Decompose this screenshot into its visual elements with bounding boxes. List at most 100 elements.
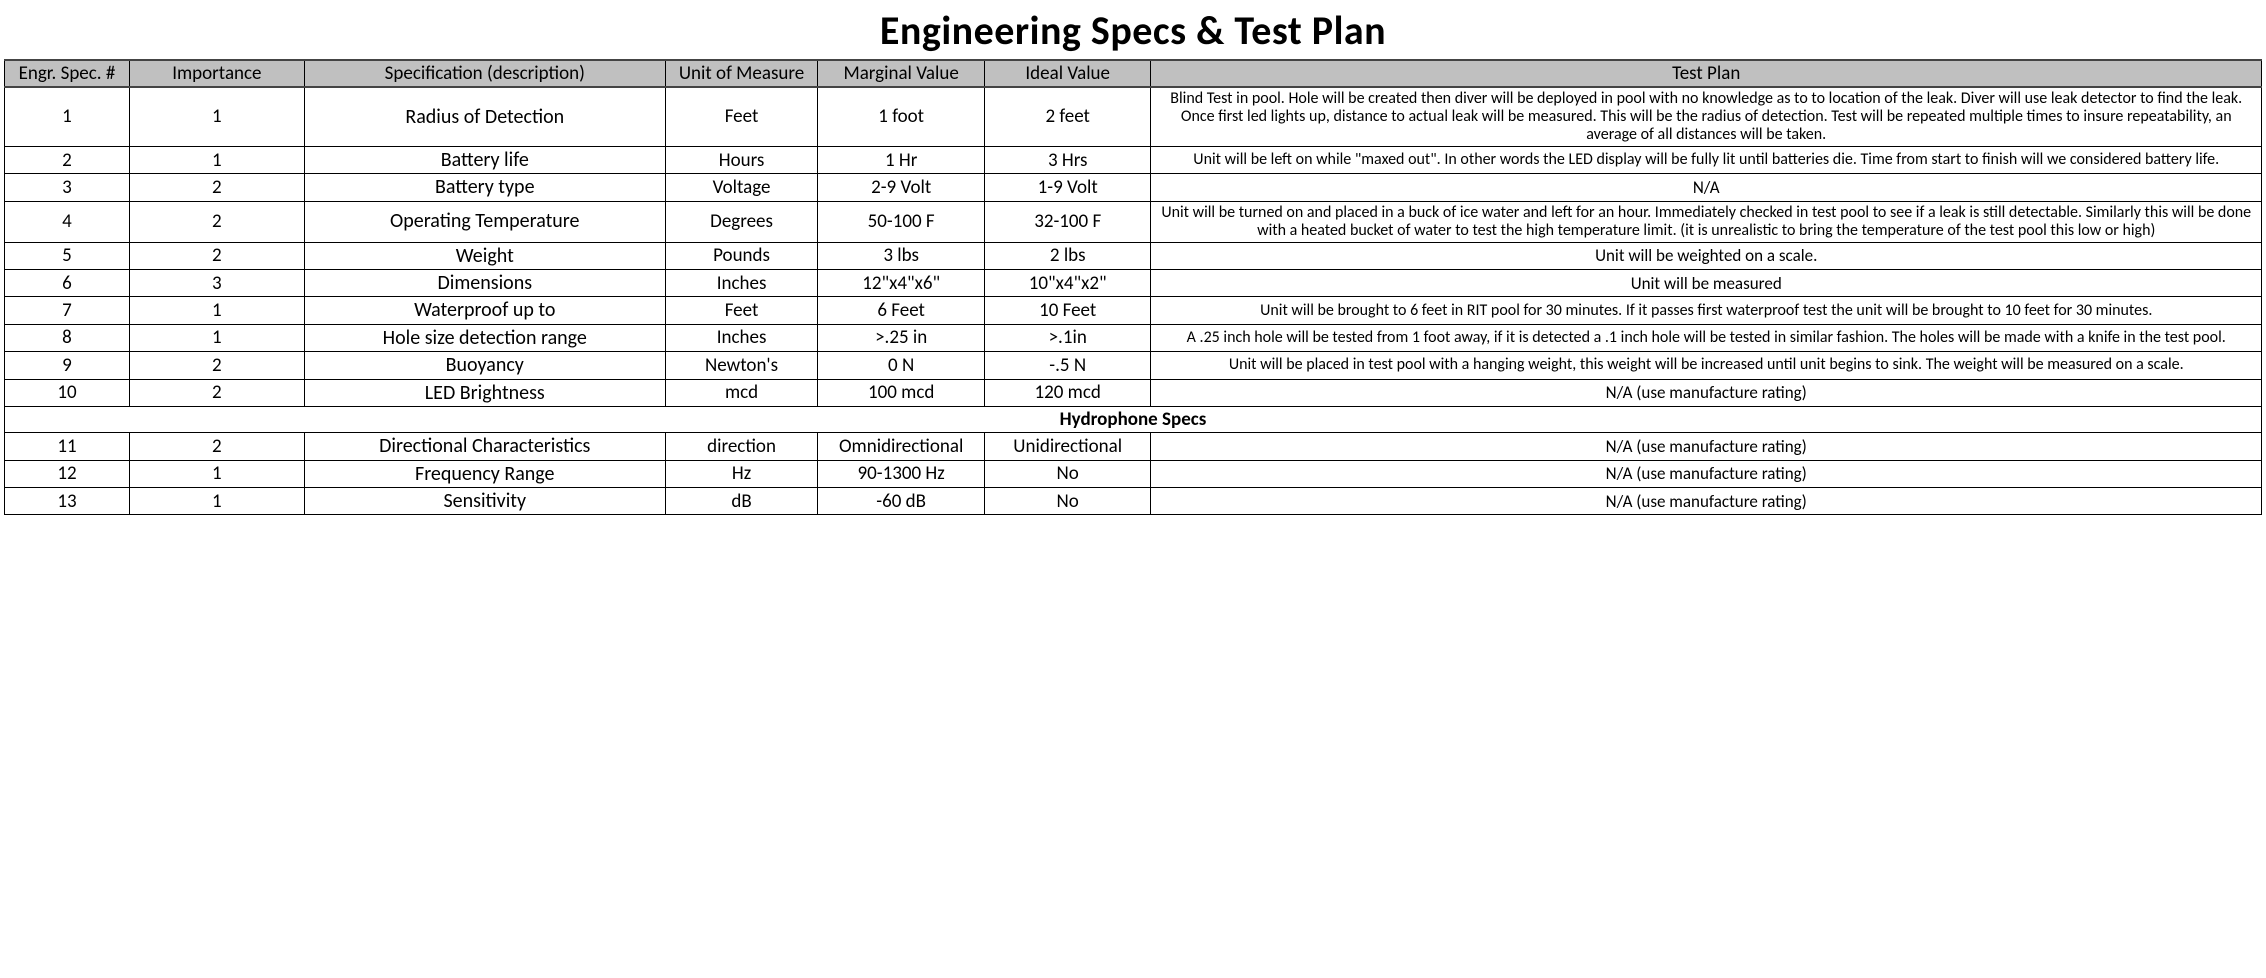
unit: Hz [665, 460, 818, 487]
spec-num: 7 [5, 297, 130, 324]
unit: Newton's [665, 352, 818, 379]
test-plan: Unit will be measured [1151, 269, 2262, 296]
section-header: Hydrophone Specs [5, 406, 2262, 432]
ideal: 32-100 F [984, 201, 1151, 242]
test-plan: Unit will be turned on and placed in a b… [1151, 201, 2262, 242]
table-row: 131SensitivitydB-60 dBNoN/A (use manufac… [5, 487, 2262, 514]
unit: dB [665, 487, 818, 514]
unit: direction [665, 433, 818, 460]
test-plan: N/A (use manufacture rating) [1151, 460, 2262, 487]
spec-num: 5 [5, 242, 130, 269]
table-row: 42Operating TemperatureDegrees50-100 F32… [5, 201, 2262, 242]
table-row: 121Frequency RangeHz90-1300 HzNoN/A (use… [5, 460, 2262, 487]
specification: Hole size detection range [304, 324, 665, 351]
ideal: 10"x4"x2" [984, 269, 1151, 296]
specification: Directional Characteristics [304, 433, 665, 460]
table-row: 92BuoyancyNewton's0 N-.5 NUnit will be p… [5, 352, 2262, 379]
unit: Degrees [665, 201, 818, 242]
table-row: 32Battery typeVoltage2-9 Volt1-9 VoltN/A [5, 174, 2262, 201]
specification: Waterproof up to [304, 297, 665, 324]
ideal: Unidirectional [984, 433, 1151, 460]
marginal: 3 lbs [818, 242, 985, 269]
importance: 1 [129, 487, 304, 514]
marginal: 1 foot [818, 87, 985, 146]
test-plan: Unit will be brought to 6 feet in RIT po… [1151, 297, 2262, 324]
unit: Inches [665, 269, 818, 296]
col-header: Marginal Value [818, 60, 985, 87]
unit: Feet [665, 297, 818, 324]
spec-num: 3 [5, 174, 130, 201]
marginal: Omnidirectional [818, 433, 985, 460]
importance: 2 [129, 433, 304, 460]
spec-num: 10 [5, 379, 130, 406]
ideal: -.5 N [984, 352, 1151, 379]
test-plan: N/A [1151, 174, 2262, 201]
specification: Battery type [304, 174, 665, 201]
test-plan: N/A (use manufacture rating) [1151, 433, 2262, 460]
spec-num: 2 [5, 146, 130, 173]
specification: Weight [304, 242, 665, 269]
ideal: 2 lbs [984, 242, 1151, 269]
col-header: Importance [129, 60, 304, 87]
table-row: 63DimensionsInches12"x4"x6"10"x4"x2"Unit… [5, 269, 2262, 296]
col-header: Ideal Value [984, 60, 1151, 87]
test-plan: A .25 inch hole will be tested from 1 fo… [1151, 324, 2262, 351]
specification: Battery life [304, 146, 665, 173]
unit: Pounds [665, 242, 818, 269]
spec-num: 11 [5, 433, 130, 460]
importance: 3 [129, 269, 304, 296]
marginal: -60 dB [818, 487, 985, 514]
importance: 1 [129, 460, 304, 487]
importance: 2 [129, 379, 304, 406]
ideal: 120 mcd [984, 379, 1151, 406]
test-plan: Unit will be left on while "maxed out". … [1151, 146, 2262, 173]
ideal: No [984, 487, 1151, 514]
table-row: 11Radius of DetectionFeet1 foot2 feetBli… [5, 87, 2262, 146]
marginal: 1 Hr [818, 146, 985, 173]
specification: Dimensions [304, 269, 665, 296]
ideal: No [984, 460, 1151, 487]
unit: Inches [665, 324, 818, 351]
spec-num: 4 [5, 201, 130, 242]
ideal: >.1in [984, 324, 1151, 351]
test-plan: N/A (use manufacture rating) [1151, 379, 2262, 406]
spec-num: 12 [5, 460, 130, 487]
section-header-row: Hydrophone Specs [5, 406, 2262, 432]
spec-num: 1 [5, 87, 130, 146]
specification: Radius of Detection [304, 87, 665, 146]
importance: 2 [129, 352, 304, 379]
spec-num: 13 [5, 487, 130, 514]
table-row: 52WeightPounds3 lbs2 lbsUnit will be wei… [5, 242, 2262, 269]
table-row: 112Directional CharacteristicsdirectionO… [5, 433, 2262, 460]
col-header: Unit of Measure [665, 60, 818, 87]
ideal: 2 feet [984, 87, 1151, 146]
ideal: 3 Hrs [984, 146, 1151, 173]
marginal: 100 mcd [818, 379, 985, 406]
ideal: 1-9 Volt [984, 174, 1151, 201]
importance: 2 [129, 242, 304, 269]
marginal: >.25 in [818, 324, 985, 351]
col-header: Test Plan [1151, 60, 2262, 87]
unit: Feet [665, 87, 818, 146]
test-plan: Unit will be weighted on a scale. [1151, 242, 2262, 269]
importance: 1 [129, 87, 304, 146]
specs-table: Engr. Spec. # Importance Specification (… [4, 59, 2262, 515]
marginal: 50-100 F [818, 201, 985, 242]
specification: Sensitivity [304, 487, 665, 514]
unit: Hours [665, 146, 818, 173]
marginal: 2-9 Volt [818, 174, 985, 201]
table-row: 81Hole size detection rangeInches>.25 in… [5, 324, 2262, 351]
unit: Voltage [665, 174, 818, 201]
spec-num: 8 [5, 324, 130, 351]
col-header: Engr. Spec. # [5, 60, 130, 87]
specification: Operating Temperature [304, 201, 665, 242]
test-plan: N/A (use manufacture rating) [1151, 487, 2262, 514]
table-row: 21Battery lifeHours1 Hr3 HrsUnit will be… [5, 146, 2262, 173]
importance: 1 [129, 297, 304, 324]
table-header-row: Engr. Spec. # Importance Specification (… [5, 60, 2262, 87]
importance: 1 [129, 146, 304, 173]
unit: mcd [665, 379, 818, 406]
page-title: Engineering Specs & Test Plan [4, 6, 2262, 55]
spec-num: 6 [5, 269, 130, 296]
importance: 2 [129, 201, 304, 242]
